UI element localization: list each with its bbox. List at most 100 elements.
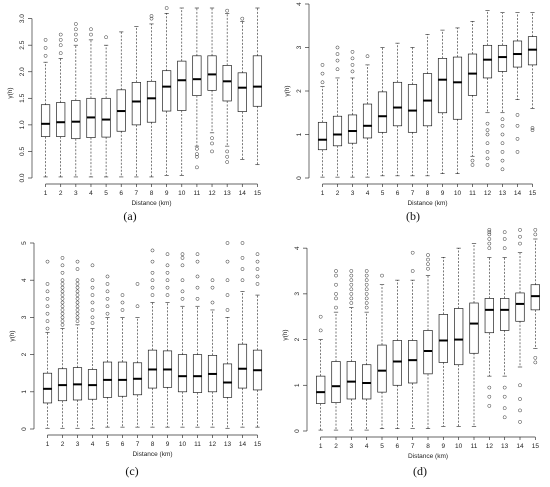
outlier-point <box>426 253 430 257</box>
outlier-point <box>89 32 93 37</box>
x-tick-label: 14 <box>239 190 247 197</box>
outlier-point <box>500 150 505 154</box>
x-tick-label: 2 <box>61 441 65 448</box>
y-axis-title: γ(h) <box>7 87 14 98</box>
outlier-point <box>518 408 522 413</box>
x-tick-label: 11 <box>194 441 201 448</box>
box <box>177 60 187 111</box>
outlier-point <box>225 278 230 283</box>
outlier-point <box>120 300 125 305</box>
outlier-point <box>45 304 50 309</box>
outlier-point <box>60 322 65 327</box>
box <box>484 298 494 334</box>
x-tick-label: 15 <box>254 441 262 448</box>
box <box>252 55 263 107</box>
box <box>237 72 247 112</box>
y-tick-label: 2.5 <box>19 40 26 49</box>
y-axis-title: γ(h) <box>282 329 289 340</box>
x-tick-label: 5 <box>380 443 384 450</box>
x-tick-label: 6 <box>121 441 125 448</box>
y-tick-label: 3 <box>296 45 303 49</box>
outlier-point <box>60 308 65 312</box>
x-axis-title: Distance (km) <box>408 453 448 460</box>
box <box>452 56 463 120</box>
outlier-point <box>320 63 325 67</box>
y-axis-title: γ(h) <box>284 85 291 96</box>
y-tick-label: 1 <box>294 383 301 387</box>
outlier-point <box>75 267 80 271</box>
x-tick-label: 10 <box>178 190 186 197</box>
outlier-point <box>410 250 415 255</box>
x-tick-label: 14 <box>239 441 247 448</box>
box <box>392 340 402 386</box>
y-tick-label: 2.0 <box>19 67 26 76</box>
x-tick-label: 8 <box>150 190 154 197</box>
box <box>40 104 51 137</box>
outlier-point <box>530 126 535 130</box>
outlier-point <box>485 121 490 126</box>
outlier-point <box>45 319 50 323</box>
outlier-point <box>165 252 170 257</box>
y-tick-label: 0.0 <box>19 173 26 182</box>
box <box>192 55 202 97</box>
caption-b: (b) <box>406 209 420 223</box>
outlier-point <box>364 278 369 282</box>
outlier-point <box>60 278 65 283</box>
outlier-point <box>164 6 169 10</box>
x-tick-label: 13 <box>224 441 232 448</box>
outlier-point <box>180 256 185 260</box>
outlier-point <box>195 274 200 279</box>
outlier-point <box>502 415 507 420</box>
chart-panel-d: 0 1 2 3 4 1 2 3 4 5 6 7 8 9 10 11 12 13 14 15 Distance (km) γ… <box>275 228 550 465</box>
outlier-point <box>43 53 48 58</box>
x-tick-label: 2 <box>334 443 338 450</box>
y-tick-label: 2 <box>21 352 28 356</box>
outlier-point <box>365 54 370 59</box>
outlier-point <box>105 296 110 301</box>
x-tick-label: 10 <box>454 190 462 197</box>
box <box>497 44 508 72</box>
box <box>362 364 372 400</box>
outlier-point <box>349 287 354 292</box>
outlier-point <box>502 385 507 390</box>
outlier-point <box>318 328 323 333</box>
outlier-point <box>150 270 155 275</box>
outlier-point <box>225 149 230 154</box>
outlier-point <box>350 50 355 54</box>
x-tick-label: 3 <box>350 443 354 450</box>
outlier-point <box>320 80 325 85</box>
outlier-point <box>60 304 65 309</box>
outlier-point <box>105 274 110 279</box>
outlier-point <box>73 38 78 42</box>
outlier-point <box>210 285 215 290</box>
x-tick-label: 4 <box>89 190 93 197</box>
outlier-point <box>60 270 65 275</box>
outlier-point <box>73 32 78 37</box>
outlier-point <box>349 296 354 301</box>
outlier-point <box>75 315 80 320</box>
outlier-point <box>518 420 522 424</box>
outlier-point <box>104 35 108 40</box>
box <box>469 302 479 354</box>
outlier-point <box>500 123 505 128</box>
outlier-point <box>335 45 340 50</box>
outlier-point <box>225 8 230 13</box>
x-tick-label: 5 <box>106 441 110 448</box>
outlier-point <box>73 22 78 26</box>
box <box>347 114 358 144</box>
outlier-point <box>515 150 520 154</box>
box <box>332 115 343 147</box>
outlier-point <box>195 296 200 301</box>
outlier-point <box>426 262 430 266</box>
box <box>346 361 356 400</box>
outlier-point <box>75 278 80 283</box>
outlier-point <box>533 360 538 365</box>
outlier-point <box>487 385 492 390</box>
outlier-point <box>165 278 170 283</box>
outlier-point <box>75 293 80 297</box>
outlier-point <box>75 304 80 309</box>
x-tick-label: 2 <box>336 190 340 197</box>
x-tick-label: 5 <box>381 190 385 197</box>
